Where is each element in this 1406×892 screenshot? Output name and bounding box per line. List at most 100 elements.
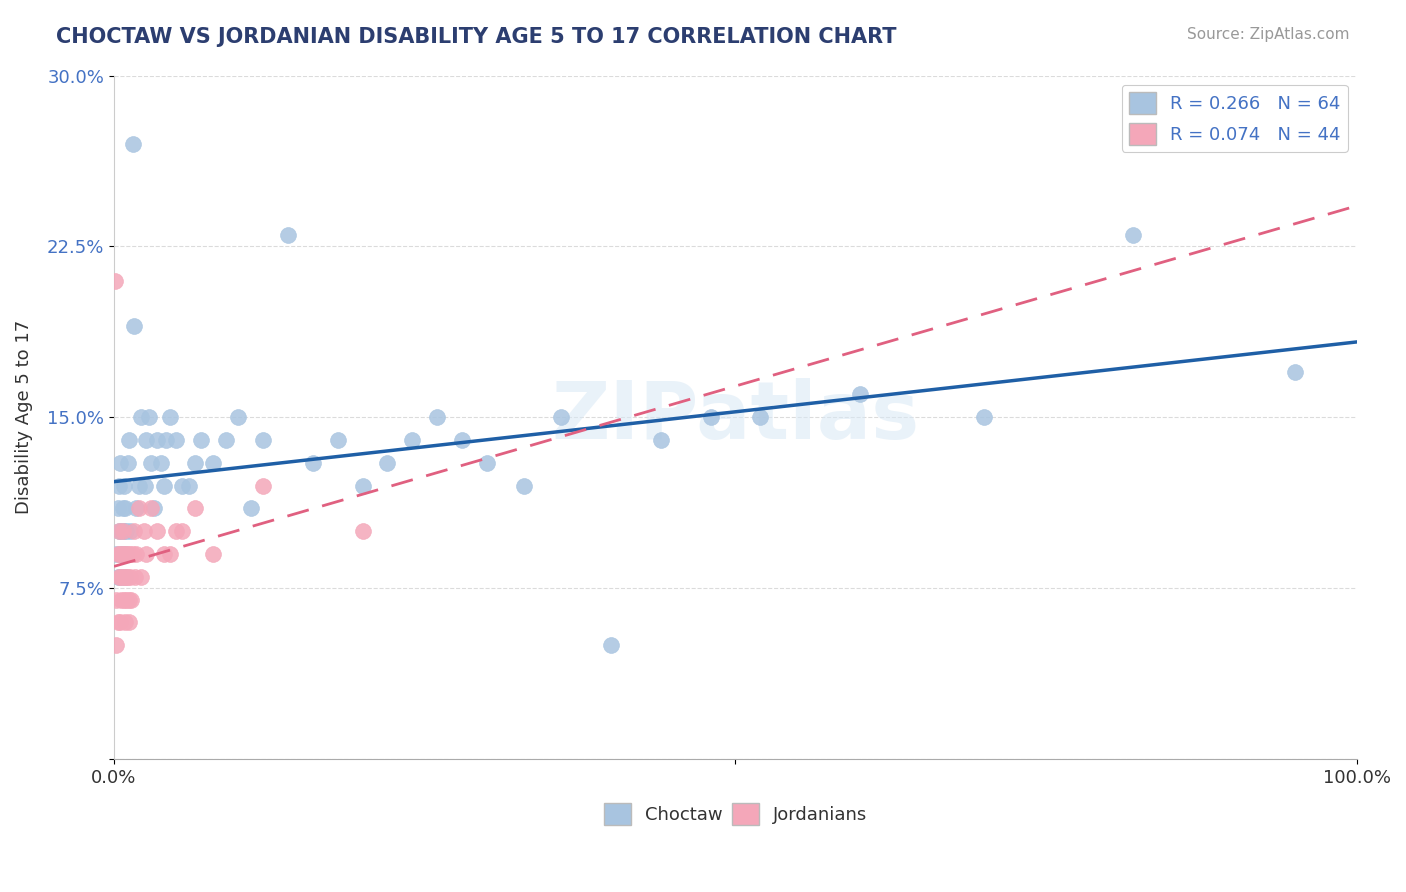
- Point: [122, 524, 145, 538]
- Point: [120, 547, 142, 561]
- Point: [117, 570, 139, 584]
- Point: [135, 433, 157, 447]
- Point: [1284, 365, 1306, 379]
- Point: [108, 570, 131, 584]
- Point: [252, 433, 274, 447]
- Point: [114, 501, 136, 516]
- Point: [131, 570, 153, 584]
- Point: [108, 547, 131, 561]
- Legend: Choctaw, Jordanians: Choctaw, Jordanians: [596, 796, 875, 832]
- Point: [120, 570, 142, 584]
- Point: [108, 615, 131, 630]
- Point: [110, 570, 132, 584]
- Point: [215, 433, 238, 447]
- Point: [107, 615, 129, 630]
- Point: [112, 592, 135, 607]
- Point: [107, 501, 129, 516]
- Point: [142, 501, 165, 516]
- Text: CHOCTAW VS JORDANIAN DISABILITY AGE 5 TO 17 CORRELATION CHART: CHOCTAW VS JORDANIAN DISABILITY AGE 5 TO…: [56, 27, 897, 46]
- Point: [202, 456, 225, 470]
- Point: [165, 524, 187, 538]
- Point: [1122, 227, 1144, 242]
- Point: [177, 478, 200, 492]
- Point: [111, 524, 134, 538]
- Point: [513, 478, 536, 492]
- Point: [124, 570, 146, 584]
- Point: [159, 410, 181, 425]
- Point: [277, 227, 299, 242]
- Point: [107, 570, 129, 584]
- Point: [108, 478, 131, 492]
- Point: [475, 456, 498, 470]
- Point: [115, 524, 138, 538]
- Point: [121, 547, 143, 561]
- Point: [973, 410, 995, 425]
- Point: [146, 433, 169, 447]
- Point: [108, 547, 131, 561]
- Point: [110, 592, 132, 607]
- Point: [172, 478, 194, 492]
- Text: Source: ZipAtlas.com: Source: ZipAtlas.com: [1187, 27, 1350, 42]
- Y-axis label: Disability Age 5 to 17: Disability Age 5 to 17: [15, 320, 32, 515]
- Point: [152, 478, 174, 492]
- Point: [239, 501, 262, 516]
- Point: [112, 570, 135, 584]
- Point: [184, 501, 207, 516]
- Point: [125, 501, 148, 516]
- Point: [159, 547, 181, 561]
- Point: [128, 478, 150, 492]
- Point: [105, 638, 128, 652]
- Point: [165, 433, 187, 447]
- Point: [121, 136, 143, 151]
- Point: [111, 547, 134, 561]
- Point: [146, 524, 169, 538]
- Point: [600, 638, 623, 652]
- Point: [110, 570, 132, 584]
- Point: [849, 387, 872, 401]
- Point: [152, 547, 174, 561]
- Point: [141, 456, 163, 470]
- Point: [118, 433, 141, 447]
- Point: [115, 570, 138, 584]
- Point: [135, 547, 157, 561]
- Point: [108, 524, 131, 538]
- Point: [114, 547, 136, 561]
- Point: [110, 524, 132, 538]
- Point: [112, 524, 135, 538]
- Point: [118, 592, 141, 607]
- Point: [107, 547, 129, 561]
- Point: [134, 478, 156, 492]
- Point: [352, 478, 374, 492]
- Point: [118, 615, 141, 630]
- Point: [155, 433, 177, 447]
- Point: [132, 524, 155, 538]
- Point: [190, 433, 212, 447]
- Point: [202, 547, 225, 561]
- Point: [138, 410, 160, 425]
- Point: [252, 478, 274, 492]
- Point: [451, 433, 474, 447]
- Point: [114, 615, 136, 630]
- Point: [650, 433, 672, 447]
- Point: [131, 410, 153, 425]
- Point: [128, 501, 150, 516]
- Point: [108, 456, 131, 470]
- Point: [141, 501, 163, 516]
- Point: [122, 319, 145, 334]
- Point: [550, 410, 572, 425]
- Point: [699, 410, 721, 425]
- Point: [401, 433, 423, 447]
- Point: [104, 274, 127, 288]
- Text: ZIPatlas: ZIPatlas: [551, 378, 920, 457]
- Point: [108, 524, 131, 538]
- Point: [226, 410, 249, 425]
- Point: [125, 547, 148, 561]
- Point: [111, 501, 134, 516]
- Point: [112, 478, 135, 492]
- Point: [150, 456, 173, 470]
- Point: [111, 547, 134, 561]
- Point: [114, 570, 136, 584]
- Point: [426, 410, 449, 425]
- Point: [105, 592, 128, 607]
- Point: [377, 456, 399, 470]
